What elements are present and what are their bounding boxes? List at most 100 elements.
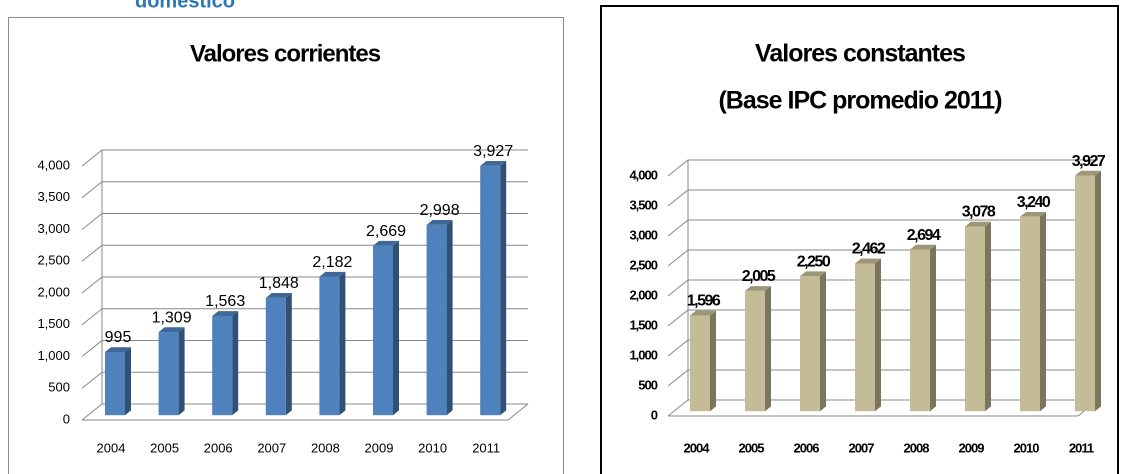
x-tick-label: 2005 <box>150 440 179 455</box>
bar-side <box>232 311 239 416</box>
chart-subtitle: (Base IPC promedio 2011) <box>718 87 1002 115</box>
bar-side <box>178 327 185 416</box>
value-label: 2,694 <box>907 227 941 244</box>
y-tick-label: 0 <box>63 411 70 426</box>
value-label: 3,927 <box>473 143 513 160</box>
y-tick-label: 4,000 <box>629 167 657 182</box>
bar <box>480 165 501 416</box>
y-tick-label: 1,500 <box>629 317 657 332</box>
bar-side <box>125 347 131 416</box>
grid-line <box>667 279 1098 297</box>
y-tick-label: 500 <box>48 380 70 395</box>
header: doméstico <box>135 0 235 12</box>
bar <box>158 332 179 416</box>
bar <box>800 276 820 412</box>
y-tick-label: 1,500 <box>37 316 70 331</box>
value-label: 1,309 <box>152 309 192 326</box>
bar-side <box>710 310 716 412</box>
bar-top <box>910 244 936 250</box>
grid-line <box>81 213 528 230</box>
value-label: 2,669 <box>366 223 406 240</box>
floor-edge <box>507 403 529 421</box>
x-tick-label: 2011 <box>1069 440 1094 455</box>
grid-line <box>667 399 1098 417</box>
bar-top <box>855 258 881 264</box>
bar-top <box>105 347 131 353</box>
y-tick-label: 2,000 <box>37 284 70 299</box>
bar-side <box>1040 212 1046 412</box>
grid-line <box>667 219 1098 237</box>
bar-top <box>1020 212 1046 217</box>
grid-line <box>667 249 1098 267</box>
y-tick-label: 2,000 <box>629 287 657 302</box>
grid-line <box>81 149 528 167</box>
bar-top <box>158 327 185 333</box>
y-tick-label: 500 <box>638 377 657 392</box>
y-tick-label: 4,000 <box>37 157 70 172</box>
x-tick-label: 2006 <box>204 440 233 455</box>
bar-top <box>265 293 292 298</box>
y-tick-label: 3,500 <box>629 197 657 212</box>
bar <box>373 245 393 416</box>
x-tick-label: 2004 <box>97 440 126 455</box>
bar-top <box>745 286 771 291</box>
bar <box>1020 216 1040 412</box>
bar <box>212 315 233 416</box>
bar-top <box>480 161 507 166</box>
grid-line <box>667 189 1098 207</box>
grid-line <box>667 309 1098 327</box>
x-tick-label: 2006 <box>794 440 820 455</box>
bar-side <box>285 293 292 416</box>
bar-top <box>212 311 239 316</box>
bar <box>1075 175 1095 412</box>
y-tick-label: 2,500 <box>629 257 657 272</box>
bar <box>745 290 765 412</box>
bar-side <box>875 258 881 412</box>
x-tick-label: 2004 <box>684 440 711 455</box>
bar-side <box>820 271 826 412</box>
value-label: 2,998 <box>420 202 460 219</box>
bar <box>910 249 930 412</box>
value-label: 2,250 <box>797 253 831 270</box>
bar <box>855 263 875 412</box>
value-label: 1,563 <box>205 293 245 310</box>
bar <box>426 224 447 416</box>
x-tick-label: 2005 <box>739 440 765 455</box>
y-tick-label: 1,000 <box>37 348 70 363</box>
value-label: 1,596 <box>687 293 721 310</box>
x-tick-label: 2008 <box>904 440 930 455</box>
bar-side <box>393 240 399 416</box>
bar-side <box>985 221 991 412</box>
y-tick-label: 3,000 <box>37 221 70 236</box>
x-tick-label: 2007 <box>849 440 875 455</box>
bar-top <box>690 310 716 316</box>
bar-side <box>765 286 771 412</box>
value-label: 2,182 <box>312 254 352 271</box>
chart-title: Valores constantes <box>755 40 965 68</box>
bar-top <box>1075 170 1101 176</box>
value-label: 2,005 <box>742 268 776 285</box>
value-label: 3,927 <box>1072 153 1106 170</box>
bar-top <box>373 240 399 246</box>
y-tick-label: 3,500 <box>37 189 70 204</box>
bar <box>319 276 340 416</box>
y-tick-label: 1,000 <box>629 347 657 362</box>
value-label: 3,078 <box>962 204 996 221</box>
bar <box>265 297 286 416</box>
bar <box>105 352 125 416</box>
bar-side <box>339 271 346 416</box>
bar-top <box>965 221 991 227</box>
x-tick-label: 2011 <box>472 440 500 455</box>
bar-top <box>319 271 346 277</box>
chart-title: Valores corrientes <box>190 40 381 67</box>
grid-line <box>667 369 1098 387</box>
y-tick-label: 3,000 <box>629 227 657 242</box>
x-tick-label: 2009 <box>365 440 394 455</box>
x-tick-label: 2008 <box>311 440 340 455</box>
bar-top <box>800 271 826 277</box>
bar-side <box>446 220 453 416</box>
value-label: 995 <box>105 329 132 346</box>
y-tick-label: 0 <box>651 407 658 422</box>
